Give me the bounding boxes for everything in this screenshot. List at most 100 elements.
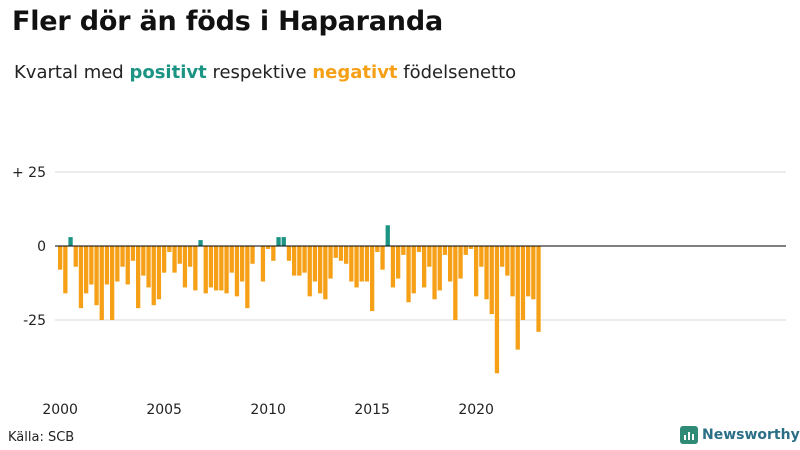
bar — [120, 246, 125, 267]
x-tick-label: 2015 — [354, 402, 390, 418]
bar-chart-icon — [680, 426, 698, 444]
subtitle-negative-label: negativt — [312, 62, 398, 83]
bar — [245, 246, 250, 309]
bar — [318, 246, 323, 294]
bar — [250, 246, 255, 264]
bar — [463, 246, 468, 255]
bar — [328, 246, 333, 279]
bar — [302, 246, 307, 273]
bar — [141, 246, 146, 276]
bars — [58, 225, 541, 374]
bar — [531, 246, 536, 300]
bar — [375, 246, 380, 252]
x-tick-label: 2000 — [42, 402, 78, 418]
bar — [99, 246, 104, 320]
bar — [349, 246, 354, 282]
y-tick-label: -25 — [23, 313, 46, 329]
bar — [520, 246, 526, 320]
bar — [510, 246, 515, 297]
bar — [84, 246, 89, 294]
bar — [385, 225, 390, 246]
bar — [359, 246, 364, 282]
bar — [115, 246, 120, 282]
bar — [104, 246, 110, 285]
bar — [94, 246, 99, 306]
bar — [416, 246, 422, 252]
subtitle-text-start: Kvartal med — [14, 62, 124, 83]
bar — [312, 246, 318, 282]
bar — [110, 246, 115, 320]
bar — [489, 246, 494, 315]
bar — [448, 246, 453, 282]
bar — [390, 246, 396, 288]
bar — [240, 246, 245, 282]
bar — [193, 246, 198, 291]
bar — [63, 246, 68, 294]
bar — [458, 246, 463, 279]
bar — [89, 246, 94, 285]
x-tick-label: 2010 — [250, 402, 286, 418]
bar — [401, 246, 406, 255]
bar — [515, 246, 520, 350]
bar — [229, 246, 234, 273]
bar — [224, 246, 229, 294]
bar — [214, 246, 219, 291]
bar — [297, 246, 302, 276]
chart-title: Fler dör än föds i Haparanda — [12, 6, 443, 37]
bar — [68, 237, 73, 246]
bar — [167, 246, 172, 252]
bar — [307, 246, 312, 297]
bar — [479, 246, 484, 267]
bar — [136, 246, 141, 309]
subtitle-text-middle: respektive — [212, 62, 307, 83]
bar — [474, 246, 479, 297]
bar — [292, 246, 297, 276]
bar — [78, 246, 84, 309]
source-label: Källa: SCB — [8, 430, 75, 445]
bar — [427, 246, 432, 267]
bar — [370, 246, 375, 312]
subtitle-positive-label: positivt — [129, 62, 207, 83]
bar — [182, 246, 188, 288]
bar — [177, 246, 182, 264]
brand-name: Newsworthy — [702, 427, 800, 443]
x-tick-label: 2020 — [458, 402, 494, 418]
bar — [203, 246, 208, 294]
bar — [505, 246, 510, 276]
bar — [536, 246, 541, 332]
bar — [188, 246, 193, 267]
bar — [406, 246, 411, 303]
bar — [468, 246, 474, 249]
subtitle-text-end: födelsenetto — [403, 62, 517, 83]
bar — [234, 246, 240, 297]
bar — [172, 246, 177, 273]
bar — [208, 246, 214, 288]
chart-subtitle: Kvartal med positivt respektive negativt… — [14, 62, 516, 83]
bar — [276, 237, 281, 246]
bar — [333, 246, 338, 258]
bar — [130, 246, 136, 261]
bar — [526, 246, 531, 297]
bar — [162, 246, 167, 273]
bar — [281, 237, 286, 246]
bar — [156, 246, 162, 300]
bar — [422, 246, 427, 288]
bar — [411, 246, 416, 294]
bar — [151, 246, 156, 306]
x-tick-label: 2005 — [146, 402, 182, 418]
bar — [338, 246, 344, 261]
bar — [198, 240, 203, 246]
bar — [396, 246, 401, 279]
bar — [344, 246, 349, 264]
bar — [73, 246, 78, 267]
bar — [286, 246, 292, 261]
bar — [453, 246, 458, 320]
y-tick-label: 0 — [37, 239, 46, 255]
bar — [494, 246, 500, 374]
bar — [484, 246, 489, 300]
grid-lines — [55, 171, 786, 321]
bar — [146, 246, 151, 288]
bar — [260, 246, 266, 282]
bar — [442, 246, 448, 255]
bar — [323, 246, 328, 300]
